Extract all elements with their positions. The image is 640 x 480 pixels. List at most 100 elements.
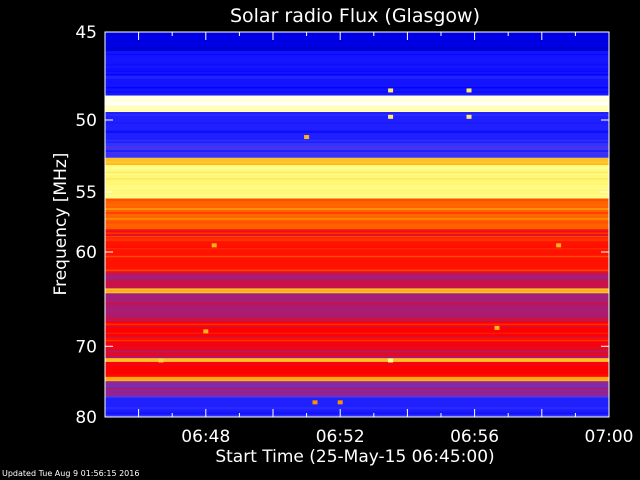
spectrum-noise-line bbox=[105, 196, 609, 199]
spectrum-noise-line bbox=[105, 194, 609, 196]
spectrum-noise-line bbox=[105, 238, 609, 240]
spectrum-noise-line bbox=[105, 148, 609, 150]
spectrum-noise-line bbox=[105, 75, 609, 78]
spectrum-noise-line bbox=[105, 178, 609, 180]
y-tick-label: 60 bbox=[75, 243, 97, 263]
spectrum-noise-line bbox=[105, 86, 609, 89]
spectrum-noise-line bbox=[105, 53, 609, 56]
spectrum-noise-line bbox=[105, 415, 609, 417]
spectrum-noise-line bbox=[105, 168, 609, 170]
spectrum-noise-line bbox=[105, 337, 609, 339]
spectrum-noise-line bbox=[105, 173, 609, 175]
spectrum-noise-line bbox=[105, 42, 609, 44]
spectrum-noise-line bbox=[105, 306, 609, 309]
spectrum-noise-line bbox=[105, 320, 609, 322]
spectrum-noise-line bbox=[105, 36, 609, 38]
chart-title: Solar radio Flux (Glasgow) bbox=[230, 5, 480, 27]
radio-burst bbox=[494, 325, 500, 330]
spectrum-noise-line bbox=[105, 112, 609, 114]
spectrum-noise-line bbox=[105, 278, 609, 279]
spectrum-noise-line bbox=[105, 73, 609, 76]
spectrum-noise-line bbox=[105, 91, 609, 93]
spectrum-noise-line bbox=[105, 271, 609, 274]
spectrum-noise-line bbox=[105, 146, 609, 148]
spectrum-noise-line bbox=[105, 220, 609, 222]
spectrum-noise-line bbox=[105, 153, 609, 156]
y-axis: 45 50 55 60 70 80 bbox=[75, 23, 609, 428]
x-tick-label: 06:52 bbox=[316, 427, 365, 447]
radio-burst bbox=[211, 243, 217, 248]
radio-burst bbox=[388, 88, 394, 93]
spectrum-noise-line bbox=[105, 326, 609, 328]
radio-burst bbox=[312, 400, 318, 405]
x-tick-label: 06:56 bbox=[450, 427, 499, 447]
spectrum-noise-line bbox=[105, 305, 609, 308]
spectrum-noise-line bbox=[105, 204, 609, 206]
spectrum-noise-line bbox=[105, 385, 609, 387]
spectrum-noise-line bbox=[105, 130, 609, 133]
spectrum-noise-line bbox=[105, 387, 609, 390]
x-tick-label: 07:00 bbox=[585, 427, 634, 447]
updated-timestamp: Updated Tue Aug 9 01:56:15 2016 bbox=[2, 469, 140, 478]
spectrum-noise-line bbox=[105, 269, 609, 272]
spectrum-noise-line bbox=[105, 407, 609, 409]
radio-burst bbox=[304, 135, 310, 140]
spectrum-noise-line bbox=[105, 391, 609, 393]
spectrum-noise-line bbox=[105, 172, 609, 174]
spectrum-noise-line bbox=[105, 45, 609, 47]
spectrum-noise-line bbox=[105, 246, 609, 248]
spectrum-band bbox=[105, 362, 609, 378]
spectrum-noise-line bbox=[105, 185, 609, 187]
spectrum-noise-line bbox=[105, 335, 609, 338]
spectrum-noise-line bbox=[105, 47, 609, 49]
radio-burst bbox=[388, 358, 394, 363]
spectrum-band bbox=[105, 105, 609, 113]
spectrum-noise-line bbox=[105, 235, 609, 237]
spectrum-noise-line bbox=[105, 150, 609, 153]
spectrum-noise-line bbox=[105, 188, 609, 190]
spectrum-band bbox=[105, 376, 609, 382]
radio-burst bbox=[158, 358, 164, 363]
spectrum-noise-line bbox=[105, 166, 609, 169]
spectrum-band bbox=[105, 164, 609, 199]
x-axis-label: Start Time (25-May-15 06:45:00) bbox=[215, 447, 494, 467]
spectrum-band bbox=[105, 157, 609, 166]
radio-burst bbox=[556, 243, 562, 248]
spectrum-noise-line bbox=[105, 290, 609, 292]
y-tick-label: 55 bbox=[75, 183, 97, 203]
plot-area bbox=[105, 32, 609, 417]
spectrum-band bbox=[105, 51, 609, 97]
spectrum-noise-line bbox=[105, 374, 609, 376]
spectrum-noise-line bbox=[105, 221, 609, 224]
spectrum-noise-line bbox=[105, 302, 609, 305]
spectrum-noise-line bbox=[105, 67, 609, 70]
spectrum-noise-line bbox=[105, 351, 609, 353]
radio-burst bbox=[466, 88, 472, 93]
spectrum-noise-line bbox=[105, 323, 609, 326]
spectrum-noise-line bbox=[105, 357, 609, 359]
radio-burst bbox=[466, 114, 472, 119]
spectrum-noise-line bbox=[105, 76, 609, 79]
x-axis: 06:48 06:52 06:56 07:00 bbox=[104, 32, 634, 447]
spectrum-noise-line bbox=[105, 63, 609, 66]
y-tick-label: 70 bbox=[75, 337, 97, 357]
spectrum-noise-line bbox=[105, 81, 609, 84]
spectrum-noise-line bbox=[105, 363, 609, 366]
spectrum-noise-line bbox=[105, 411, 609, 413]
spectrum-noise-line bbox=[105, 208, 609, 210]
spectrum-band bbox=[105, 112, 609, 144]
spectrum-noise-line bbox=[105, 103, 609, 106]
spectrum-noise-line bbox=[105, 247, 609, 250]
spectrum-noise-line bbox=[105, 92, 609, 94]
spectrum-noise-line bbox=[105, 232, 609, 235]
spectrum-noise-line bbox=[105, 227, 609, 229]
spectrum-noise-line bbox=[105, 140, 609, 142]
spectrum-noise-line bbox=[105, 131, 609, 134]
spectrum-noise-line bbox=[105, 38, 609, 40]
spectrum-band bbox=[105, 273, 609, 289]
spectrum-noise-line bbox=[105, 396, 609, 398]
spectrum-noise-line bbox=[105, 212, 609, 214]
spectrum-noise-line bbox=[105, 217, 609, 220]
spectrum-noise-line bbox=[105, 114, 609, 116]
